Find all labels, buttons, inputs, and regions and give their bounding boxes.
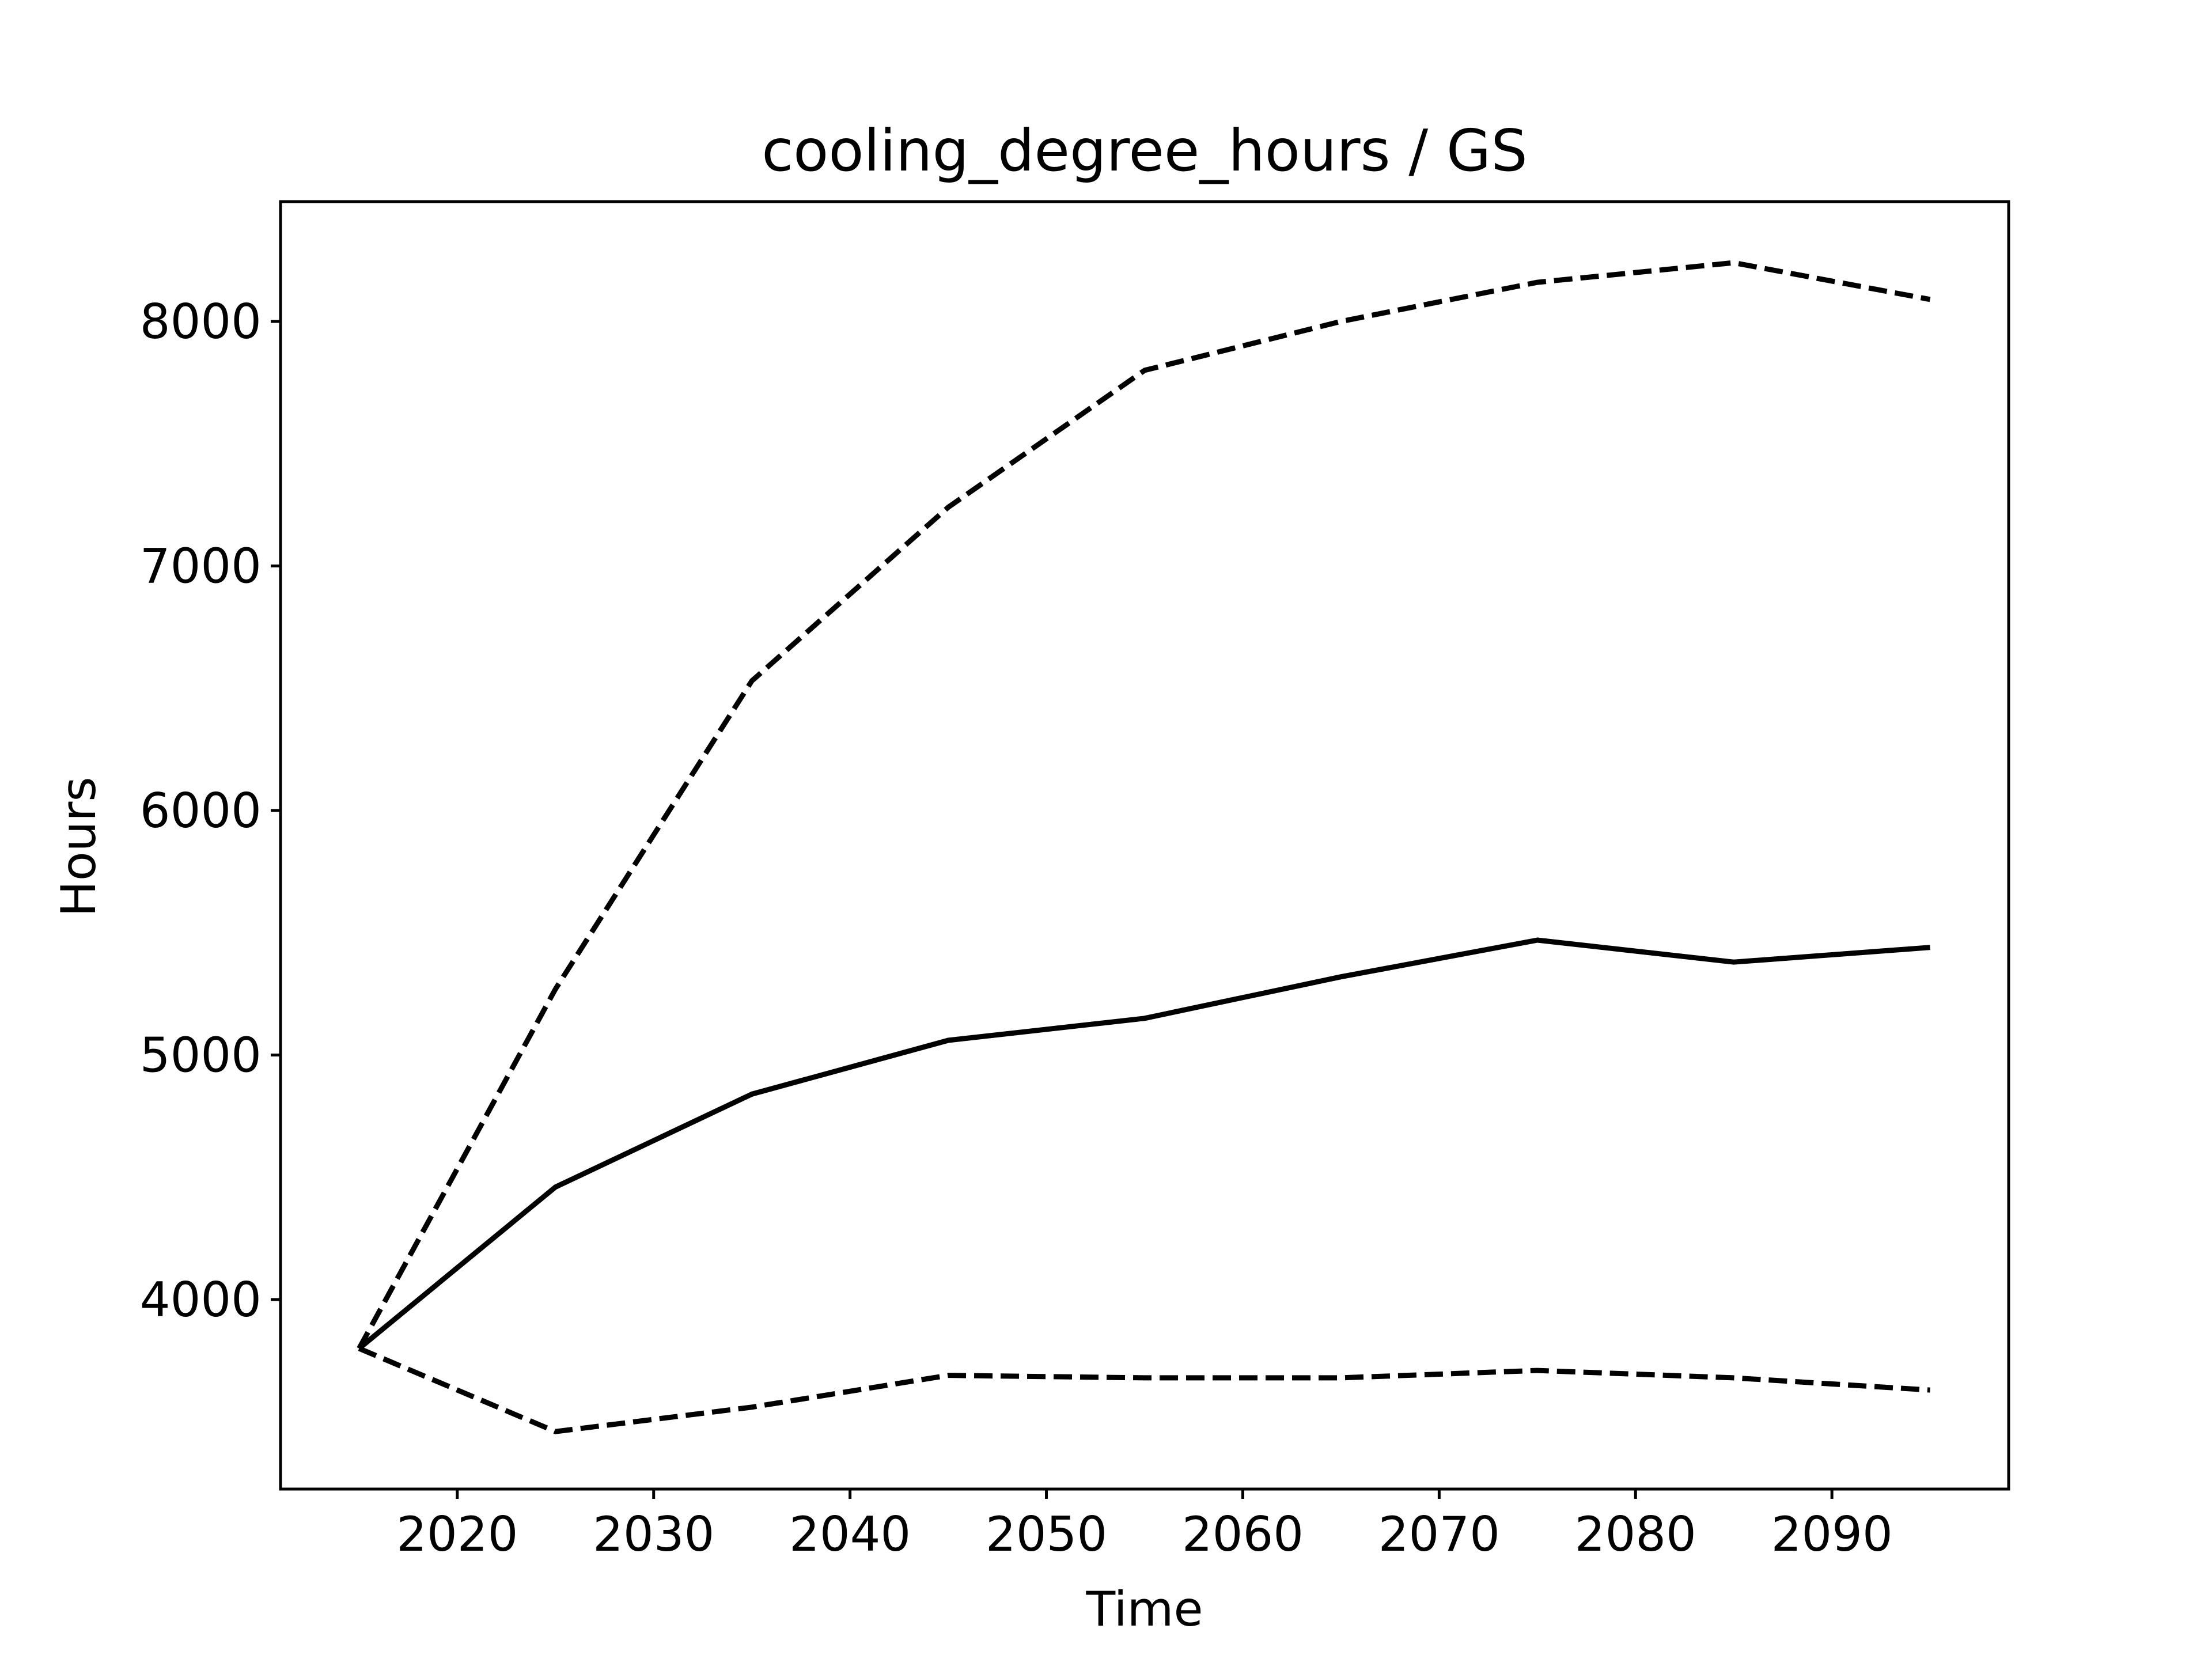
x-tick-label: 2090 [1771, 1506, 1893, 1562]
x-tick-label: 2040 [789, 1506, 911, 1562]
y-axis: 4000 5000 6000 7000 8000 [140, 294, 281, 1328]
y-tick-label: 4000 [140, 1272, 262, 1328]
y-tick-label: 5000 [140, 1028, 262, 1084]
x-tick-label: 2070 [1378, 1506, 1500, 1562]
y-axis-label: Hours [51, 777, 107, 916]
plot-frame [279, 200, 2010, 1491]
series-line-2 [357, 937, 1930, 1351]
series-line-1 [357, 260, 1931, 1350]
series-layer [357, 260, 1931, 1434]
x-tick-label: 2050 [986, 1506, 1107, 1562]
series-line-3 [358, 1346, 1930, 1434]
chart-title: cooling_degree_hours / GS [762, 117, 1528, 184]
y-tick-label: 7000 [140, 539, 262, 594]
x-tick-label: 2080 [1575, 1506, 1696, 1562]
x-axis-label: Time [1085, 1581, 1203, 1637]
y-tick-label: 8000 [140, 294, 262, 350]
x-tick-label: 2030 [593, 1506, 714, 1562]
x-axis: 2020 2030 2040 2050 2060 2070 2080 2090 [396, 1489, 1893, 1562]
x-tick-label: 2060 [1182, 1506, 1304, 1562]
y-tick-label: 6000 [140, 783, 262, 839]
x-tick-label: 2020 [396, 1506, 518, 1562]
